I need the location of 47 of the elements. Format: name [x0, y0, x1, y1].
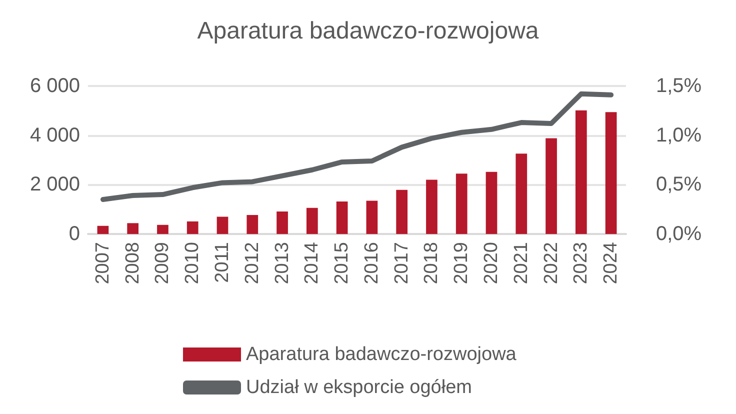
x-tick-label: 2017	[391, 242, 412, 284]
x-tick-label: 2007	[92, 242, 114, 284]
bar	[575, 110, 587, 234]
x-tick-label: 2016	[361, 242, 382, 284]
x-tick-label: 2015	[332, 242, 353, 284]
x-tick-label: 2009	[152, 242, 174, 284]
x-tick-label: 2021	[510, 242, 532, 284]
chart-title: Aparatura badawczo-rozwojowa	[197, 18, 540, 44]
bar	[306, 208, 318, 234]
bar	[216, 216, 228, 234]
bar	[486, 172, 498, 234]
bar	[157, 224, 168, 234]
x-tick-label: 2013	[272, 242, 293, 284]
bar	[546, 138, 557, 234]
x-tick-label: 2022	[540, 242, 562, 284]
bar	[456, 174, 468, 234]
bar	[186, 221, 198, 234]
bar	[516, 154, 528, 234]
x-tick-label: 2019	[451, 242, 472, 284]
y-tick-label: 6 000	[30, 75, 80, 97]
y-tick-label: 4 000	[30, 124, 80, 146]
y2-tick-label: 1,0%	[656, 124, 702, 146]
legend-label: Aparatura badawczo-rozwojowa	[246, 344, 517, 365]
bar	[127, 223, 139, 234]
bar	[276, 212, 288, 234]
x-tick-label: 2011	[212, 242, 233, 283]
x-tick-label: 2008	[122, 242, 144, 284]
x-tick-label: 2012	[242, 242, 263, 284]
x-tick-label: 2020	[481, 242, 502, 284]
bar	[366, 200, 378, 234]
x-tick-label: 2024	[600, 242, 622, 284]
bar	[396, 190, 408, 234]
legend-label: Udział w eksporcie ogółem	[246, 377, 472, 398]
x-tick-label: 2014	[302, 242, 323, 284]
y-tick-label: 0	[68, 223, 80, 245]
y2-tick-label: 0,5%	[656, 174, 702, 196]
x-tick-label: 2023	[570, 242, 592, 284]
bar	[336, 201, 348, 234]
bar	[426, 180, 438, 234]
y2-tick-label: 0,0%	[656, 223, 702, 245]
bar	[605, 112, 617, 234]
x-tick-label: 2010	[182, 242, 204, 284]
bar	[97, 226, 109, 234]
x-tick-label: 2018	[421, 242, 442, 284]
y-tick-label: 2 000	[30, 174, 80, 196]
y2-tick-label: 1,5%	[656, 75, 702, 97]
bar	[246, 215, 258, 234]
